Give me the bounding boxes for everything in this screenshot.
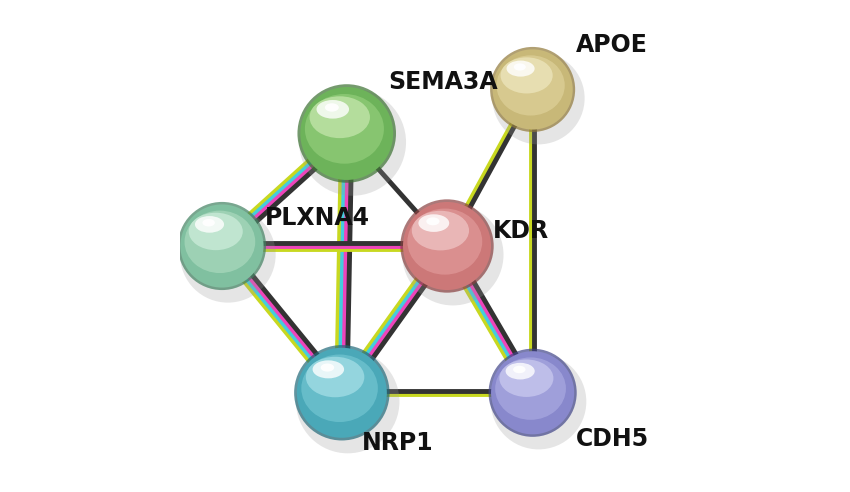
Ellipse shape [309, 96, 370, 138]
Ellipse shape [513, 63, 526, 70]
Ellipse shape [400, 199, 494, 293]
Ellipse shape [402, 204, 503, 306]
Ellipse shape [513, 366, 525, 373]
Ellipse shape [501, 58, 552, 93]
Ellipse shape [507, 61, 535, 77]
Text: CDH5: CDH5 [575, 427, 649, 451]
Ellipse shape [297, 348, 387, 438]
Ellipse shape [300, 87, 394, 180]
Ellipse shape [492, 49, 573, 129]
Ellipse shape [407, 209, 482, 275]
Ellipse shape [490, 354, 586, 449]
Text: PLXNA4: PLXNA4 [264, 206, 370, 230]
Ellipse shape [299, 89, 406, 196]
Ellipse shape [411, 211, 469, 250]
Ellipse shape [492, 52, 585, 144]
Ellipse shape [403, 202, 491, 290]
Ellipse shape [184, 211, 255, 273]
Text: NRP1: NRP1 [361, 430, 433, 455]
Ellipse shape [298, 84, 396, 183]
Text: APOE: APOE [575, 33, 648, 58]
Ellipse shape [496, 357, 566, 420]
Ellipse shape [496, 56, 564, 116]
Ellipse shape [418, 215, 449, 232]
Ellipse shape [305, 94, 384, 164]
Ellipse shape [499, 360, 553, 397]
Ellipse shape [202, 219, 215, 226]
Ellipse shape [316, 100, 349, 119]
Ellipse shape [195, 216, 224, 233]
Ellipse shape [489, 349, 576, 437]
Ellipse shape [178, 202, 266, 290]
Ellipse shape [491, 351, 575, 434]
Ellipse shape [301, 355, 378, 422]
Ellipse shape [180, 204, 264, 288]
Ellipse shape [180, 207, 275, 303]
Ellipse shape [427, 217, 439, 225]
Ellipse shape [189, 213, 243, 250]
Ellipse shape [490, 47, 575, 132]
Ellipse shape [325, 103, 339, 112]
Ellipse shape [294, 345, 389, 440]
Text: KDR: KDR [492, 219, 548, 244]
Ellipse shape [296, 350, 399, 453]
Ellipse shape [506, 363, 535, 379]
Ellipse shape [306, 357, 365, 397]
Text: SEMA3A: SEMA3A [388, 70, 498, 94]
Ellipse shape [313, 360, 344, 378]
Ellipse shape [320, 364, 334, 371]
